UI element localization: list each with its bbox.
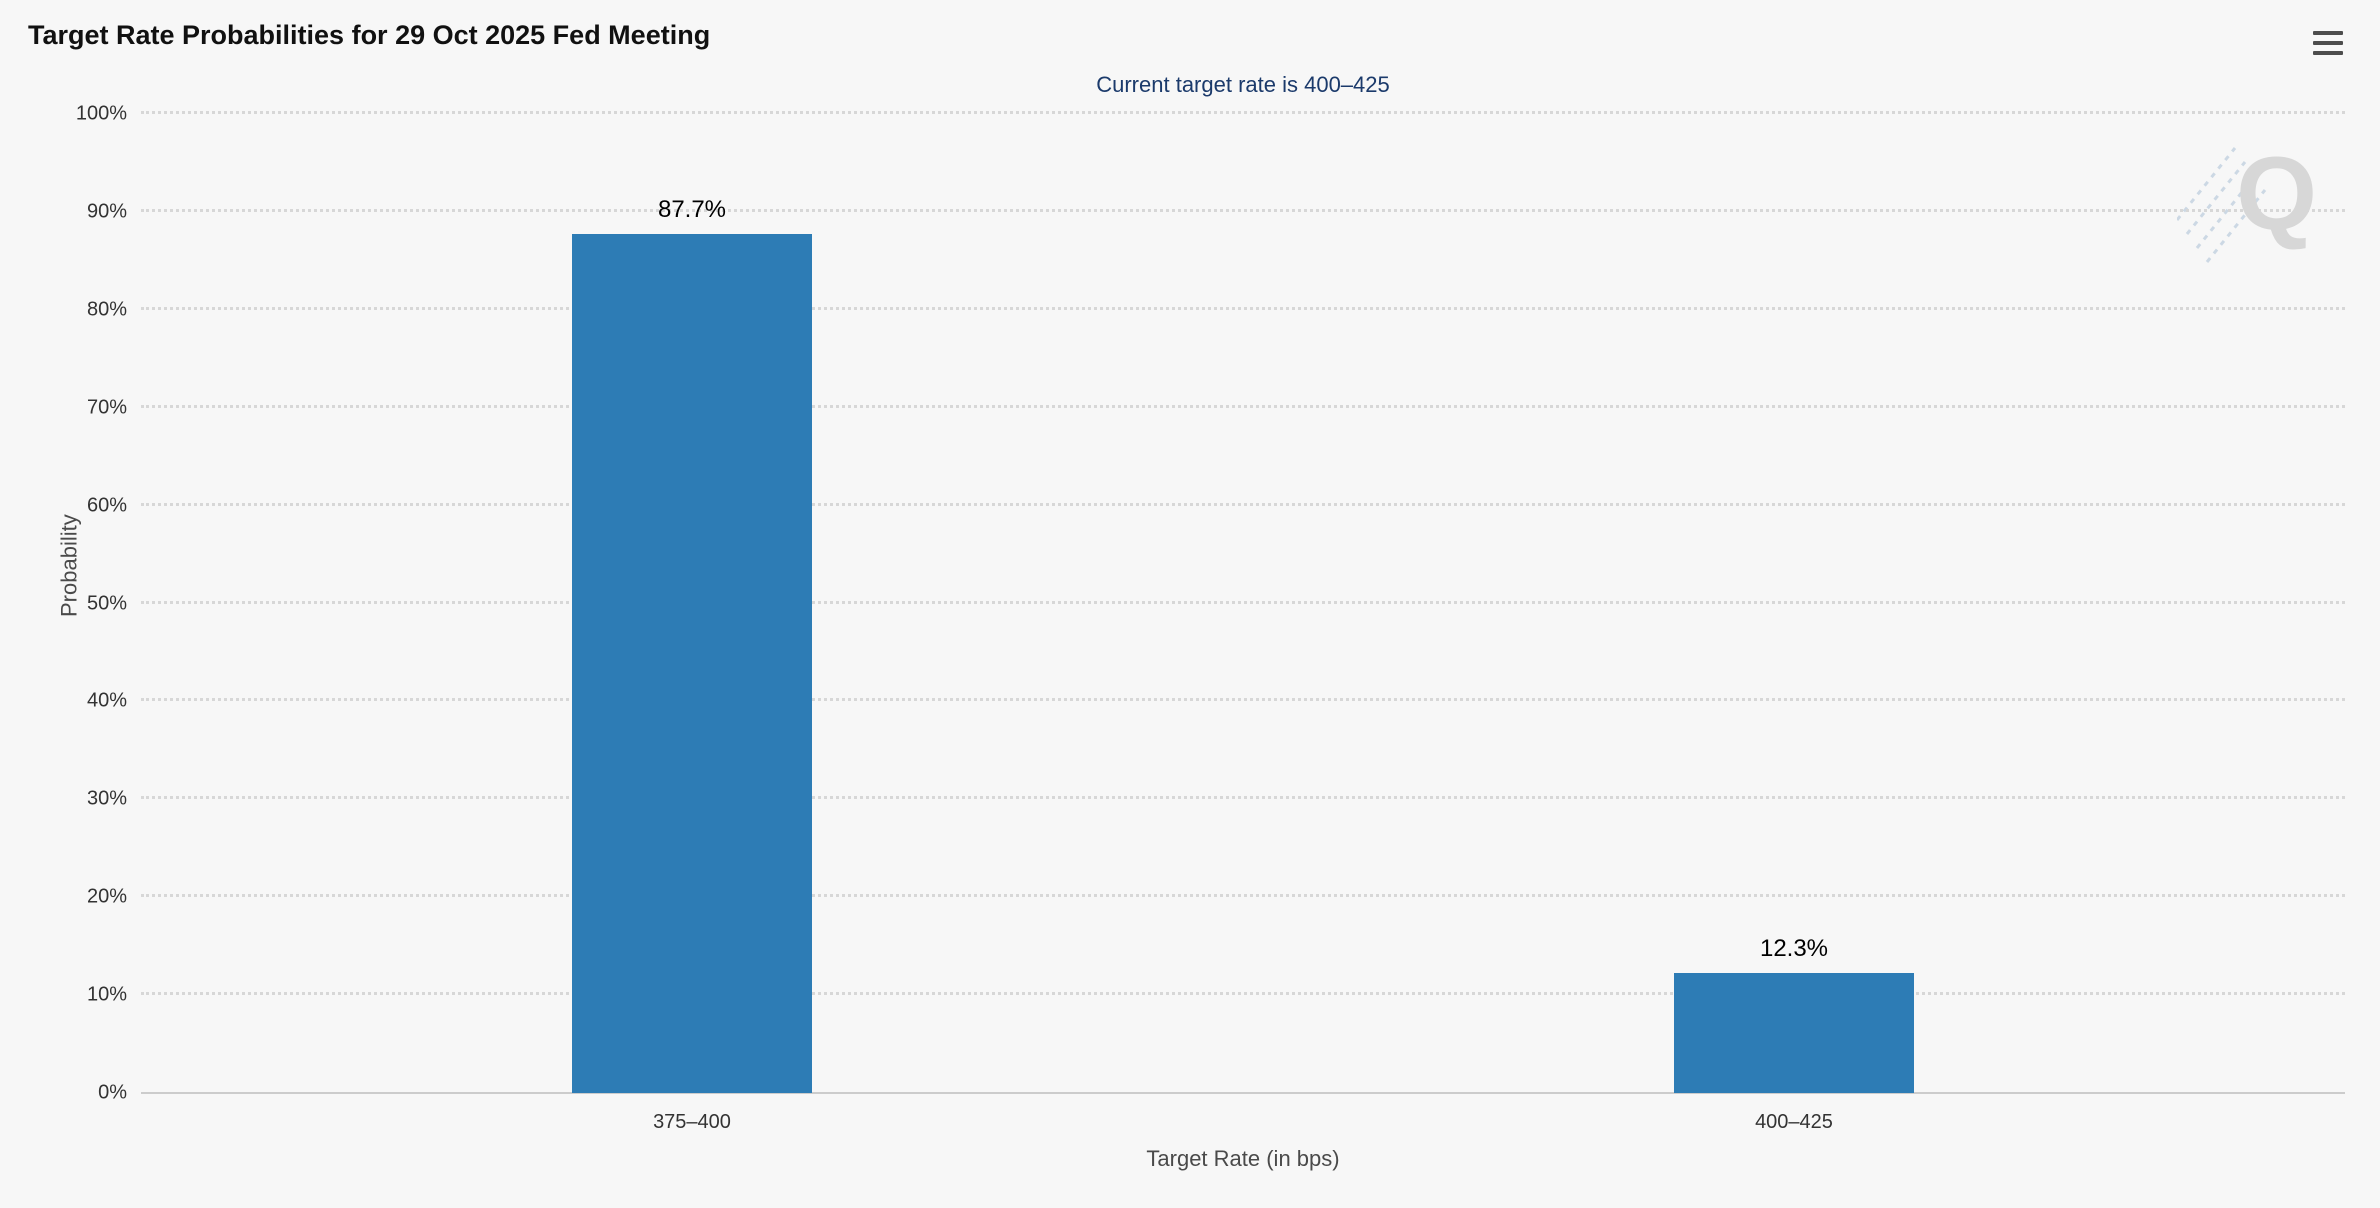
bar-value-label: 87.7% <box>657 196 727 224</box>
gridline <box>141 992 2345 996</box>
x-tick-label: 400–425 <box>1755 1111 1833 1133</box>
y-tick-label: 50% <box>86 592 127 614</box>
y-tick-label: 90% <box>86 200 127 223</box>
gridline <box>141 404 2345 408</box>
y-tick-label: 100% <box>75 102 127 125</box>
gridline <box>141 502 2345 506</box>
y-tick-label: 40% <box>86 689 127 712</box>
y-tick-label: 20% <box>86 885 127 908</box>
gridline <box>141 796 2345 800</box>
y-tick-label: 70% <box>86 396 127 419</box>
hamburger-icon <box>2313 31 2343 35</box>
plot-area: Q 0% 10% 20% 30% 40% 50% 60% 70% 80% 90% 100% 87.7%… <box>76 103 2345 1133</box>
watermark-hatch-lines <box>2175 147 2267 263</box>
gridline <box>141 698 2345 702</box>
bar-value-label: 12.3% <box>1759 934 1829 962</box>
x-axis-title: Target Rate (in bps) <box>1146 1146 1340 1171</box>
y-tick-label: 0% <box>98 1081 127 1104</box>
gridline <box>141 208 2345 212</box>
y-tick-label: 80% <box>86 298 127 321</box>
gridline <box>141 600 2345 604</box>
chart-subtitle: Current target rate is 400–425 <box>1096 72 1390 97</box>
gridline <box>141 894 2345 898</box>
y-tick-label: 60% <box>86 494 127 517</box>
y-tick-label: 10% <box>86 983 127 1006</box>
chart-bar[interactable] <box>1674 972 1914 1093</box>
x-axis-line <box>141 1092 2345 1094</box>
context-menu-button[interactable] <box>2308 26 2348 60</box>
x-tick-label: 375–400 <box>653 1111 731 1133</box>
watermark-q-logo: Q <box>2236 136 2317 252</box>
gridline <box>141 306 2345 310</box>
watermark: Q <box>2175 136 2317 282</box>
chart-bar[interactable] <box>572 234 812 1093</box>
y-tick-label: 30% <box>86 787 127 810</box>
gridline <box>141 111 2345 114</box>
chart-title: Target Rate Probabilities for 29 Oct 202… <box>28 20 711 50</box>
